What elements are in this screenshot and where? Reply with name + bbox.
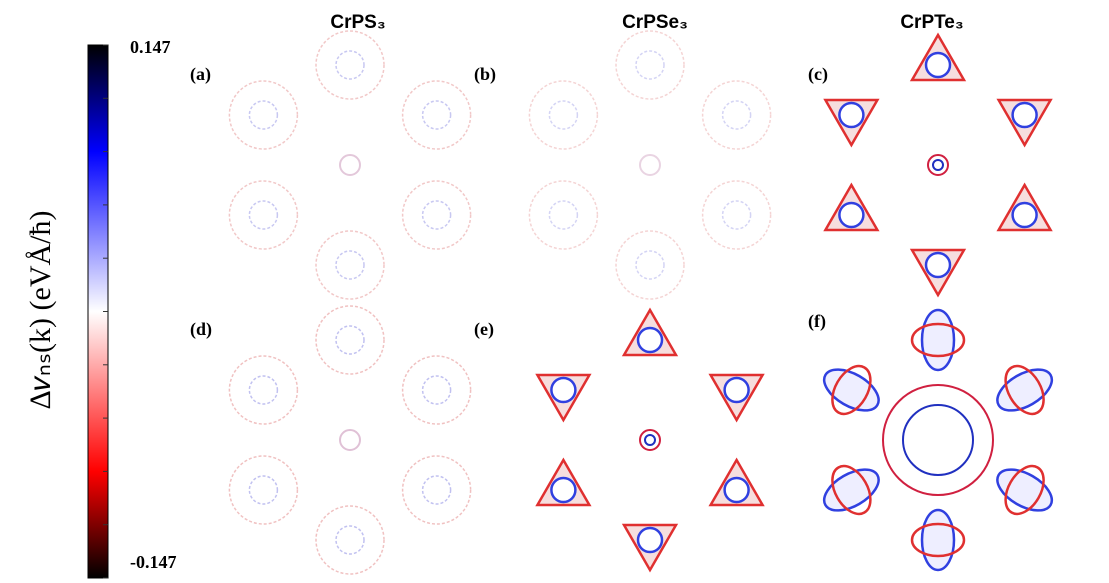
pocket [423,201,451,229]
pocket [249,101,277,129]
pocket [703,81,771,149]
panel-label: (e) [474,319,494,340]
pocket [922,510,954,570]
pocket [403,181,471,249]
pocket [229,456,297,524]
pocket [636,51,664,79]
center-pocket [340,430,360,450]
center-pocket [903,405,973,475]
pocket [529,181,597,249]
pocket [991,361,1059,419]
pocket [336,51,364,79]
pocket [229,81,297,149]
pocket [926,53,950,77]
pocket [551,478,575,502]
center-pocket [933,160,943,170]
pocket [991,461,1059,519]
colorbar-label: Δ𝑣ₙₛ(k) (eVÅ/ħ) [24,211,57,410]
pocket [616,31,684,99]
pocket [725,478,749,502]
pocket [403,81,471,149]
pocket [549,201,577,229]
center-pocket [340,155,360,175]
pocket [316,306,384,374]
pocket [529,81,597,149]
pocket [839,103,863,127]
center-pocket [883,385,993,495]
panel-label: (f) [808,311,826,332]
pocket [316,31,384,99]
center-pocket [928,155,948,175]
center-pocket [640,155,660,175]
pocket [616,231,684,299]
k-space-maps [229,31,1058,574]
figure: 0.147 -0.147 Δ𝑣ₙₛ(k) (eVÅ/ħ) CrPS₃ CrPSe… [0,0,1109,583]
colorbar-min-label: -0.147 [130,552,177,572]
pocket [229,356,297,424]
pocket [723,101,751,129]
pocket [817,461,885,519]
pocket [1013,203,1037,227]
center-pocket [645,435,655,445]
pocket [229,181,297,249]
pocket [249,476,277,504]
pocket [249,376,277,404]
pocket [922,310,954,370]
pocket [723,201,751,229]
colorbar-max-label: 0.147 [130,37,171,57]
panel-label: (c) [808,64,828,85]
panel-map [229,31,470,299]
panel-label: (b) [474,64,496,85]
pocket [249,201,277,229]
pocket [336,526,364,554]
pocket [423,101,451,129]
pocket [549,101,577,129]
pocket [703,181,771,249]
column-title: CrPS₃ [330,12,385,33]
pocket [423,376,451,404]
pocket [1013,103,1037,127]
panel-map [229,306,470,574]
panel-label: (a) [190,64,211,85]
center-pocket [640,430,660,450]
pocket [423,476,451,504]
pocket [636,251,664,279]
pocket [403,456,471,524]
panel-map [817,310,1058,570]
pocket [638,528,662,552]
panel-map [529,31,770,299]
pocket [551,378,575,402]
pocket [403,356,471,424]
pocket [817,361,885,419]
pocket [316,231,384,299]
pocket [926,253,950,277]
pocket [725,378,749,402]
pocket [336,251,364,279]
column-title: CrPTe₃ [900,12,963,33]
panel-map [537,310,762,570]
pocket [839,203,863,227]
panel-label: (d) [190,319,212,340]
column-title: CrPSe₃ [622,12,688,33]
panel-map [825,35,1050,295]
pocket [638,328,662,352]
pocket [316,506,384,574]
pocket [336,326,364,354]
